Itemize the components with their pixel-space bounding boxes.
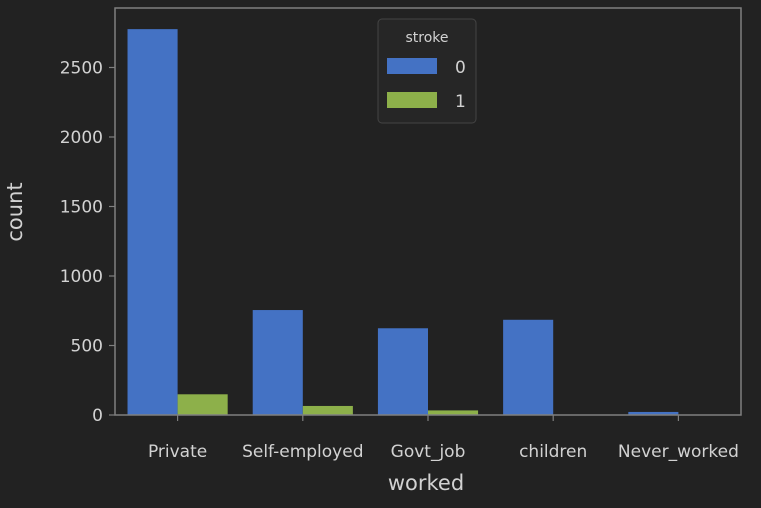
x-tick-label-children: children bbox=[519, 442, 587, 462]
legend: stroke 0 1 bbox=[377, 18, 477, 124]
y-tick-label-0: 0 bbox=[92, 406, 103, 426]
x-axis-label: worked bbox=[388, 471, 464, 495]
bar-Self-employed-stroke-0 bbox=[252, 310, 303, 415]
legend-title: stroke bbox=[405, 30, 448, 46]
legend-swatch-0 bbox=[387, 58, 437, 74]
y-tick-label-500: 500 bbox=[71, 336, 103, 356]
bar-Govt_job-stroke-0 bbox=[377, 328, 428, 415]
y-axis-label: count bbox=[3, 182, 27, 241]
legend-swatch-1 bbox=[387, 92, 437, 108]
y-tick-label-1000: 1000 bbox=[60, 267, 103, 287]
bar-Private-stroke-1 bbox=[177, 394, 228, 415]
legend-label-1: 1 bbox=[455, 92, 466, 112]
y-tick-label-1500: 1500 bbox=[60, 197, 103, 217]
x-axis: Private Self-employed Govt_job children Neve… bbox=[148, 415, 739, 462]
y-axis: 0 500 1000 1500 2000 2500 bbox=[60, 58, 115, 426]
x-tick-label-Never_worked: Never_worked bbox=[618, 442, 739, 462]
bar-Never_worked-stroke-0 bbox=[628, 411, 679, 415]
bar-Self-employed-stroke-1 bbox=[302, 405, 353, 415]
y-tick-label-2000: 2000 bbox=[60, 128, 103, 148]
bar-children-stroke-0 bbox=[503, 319, 554, 415]
x-tick-label-Private: Private bbox=[148, 442, 207, 462]
bars-layer bbox=[127, 29, 679, 415]
y-tick-label-2500: 2500 bbox=[60, 58, 103, 78]
legend-label-0: 0 bbox=[455, 58, 466, 78]
x-tick-label-Self-employed: Self-employed bbox=[242, 442, 363, 462]
bar-Private-stroke-0 bbox=[127, 29, 178, 415]
x-tick-label-Govt_job: Govt_job bbox=[391, 442, 466, 462]
bar-Govt_job-stroke-1 bbox=[428, 410, 479, 415]
